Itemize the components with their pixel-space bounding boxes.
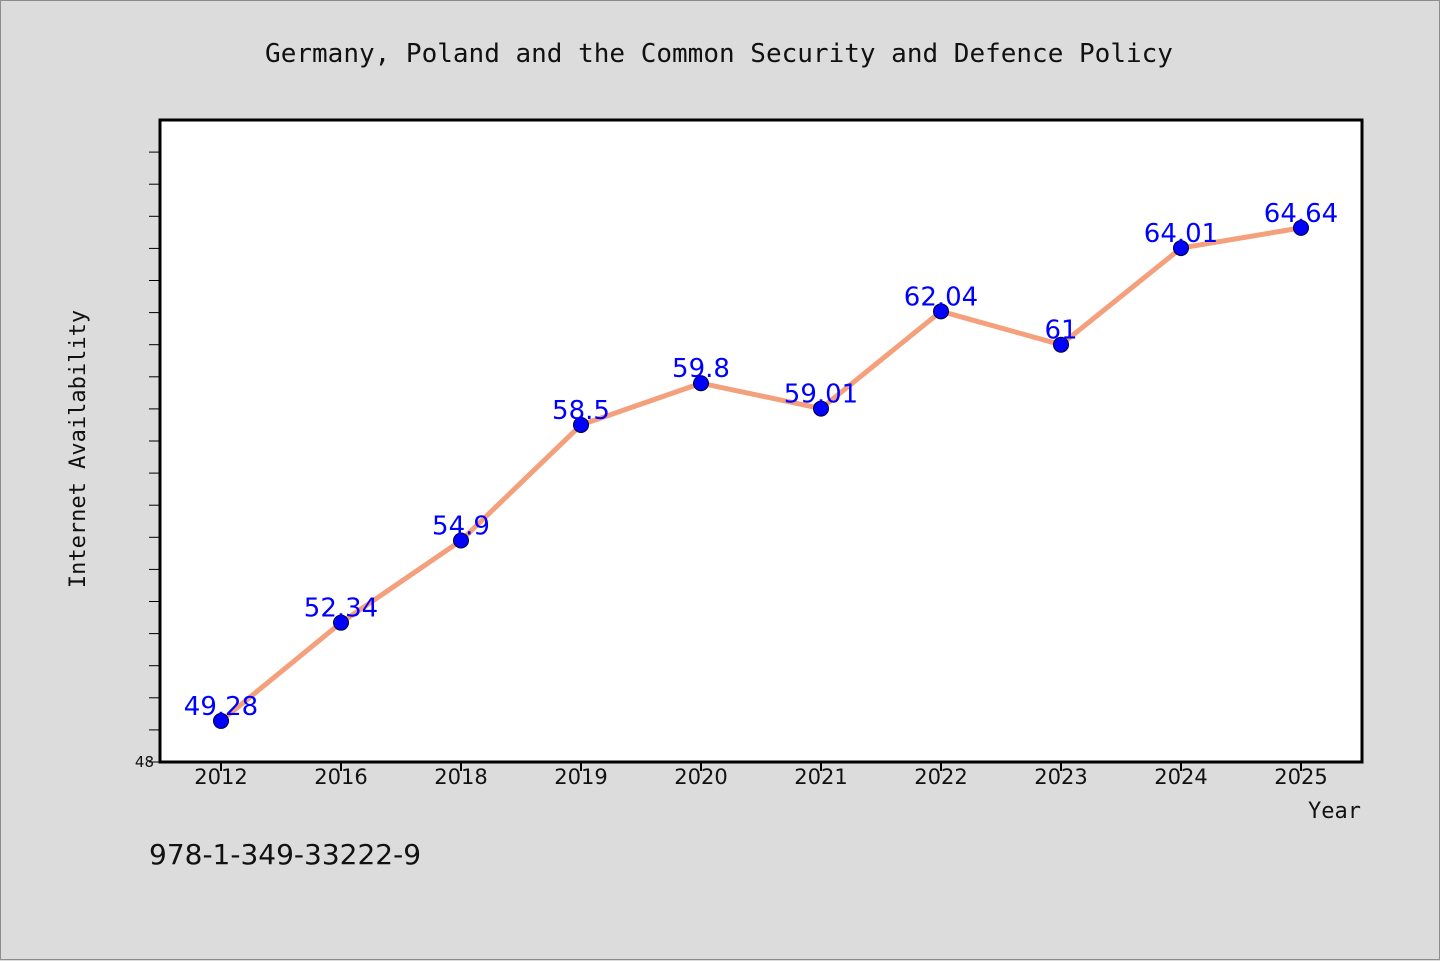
x-axis-ticks: 2012 2016 2018 2019 2020 2021 2022 2023 2024 2025 [194, 763, 1328, 789]
x-tick-label: 2025 [1274, 765, 1327, 789]
footnote-isbn: 978-1-349-33222-9 [149, 838, 421, 871]
x-tick-label: 2019 [554, 765, 607, 789]
x-axis-title: Year [1308, 799, 1361, 824]
data-label: 54.9 [432, 512, 490, 542]
data-label: 58.5 [552, 396, 610, 426]
x-tick-label: 2020 [674, 765, 727, 789]
x-tick-label: 2023 [1034, 765, 1087, 789]
data-point-marker [1053, 336, 1069, 353]
y-axis-title: Internet Availability [66, 310, 91, 588]
data-point-marker [333, 614, 349, 631]
chart-title: Germany, Poland and the Common Security … [265, 39, 1173, 69]
data-label: 59.8 [672, 354, 730, 384]
data-point-marker [573, 416, 589, 433]
data-labels: 49.28 52.34 54.9 58.5 59.8 59.01 62.04 61 64.01 6… [184, 199, 1338, 722]
data-label: 49.28 [184, 692, 258, 722]
data-point-marker [213, 712, 229, 729]
x-tick-label: 2021 [794, 765, 847, 789]
data-label: 52.34 [304, 594, 378, 624]
data-point-marker [933, 303, 949, 320]
data-point-marker [1173, 240, 1189, 257]
y-tick-label: 48 [135, 753, 154, 771]
data-markers [213, 219, 1309, 729]
x-tick-label: 2018 [434, 765, 487, 789]
data-label: 61 [1044, 316, 1077, 346]
y-axis-ticks: 48 [135, 151, 159, 771]
data-point-marker [453, 532, 469, 549]
data-label: 64.64 [1264, 199, 1338, 229]
x-tick-label: 2022 [914, 765, 967, 789]
x-tick-label: 2024 [1154, 765, 1207, 789]
data-label: 64.01 [1144, 219, 1218, 249]
plot-area [158, 118, 1364, 764]
data-label: 59.01 [784, 380, 858, 410]
series-line [218, 225, 1304, 724]
series-line-group [218, 225, 1304, 724]
x-tick-label: 2012 [194, 765, 247, 789]
data-label: 62.04 [904, 282, 978, 312]
data-point-marker [1293, 219, 1309, 236]
data-point-marker [813, 400, 829, 417]
x-tick-label: 2016 [314, 765, 367, 789]
data-point-marker [693, 375, 709, 392]
